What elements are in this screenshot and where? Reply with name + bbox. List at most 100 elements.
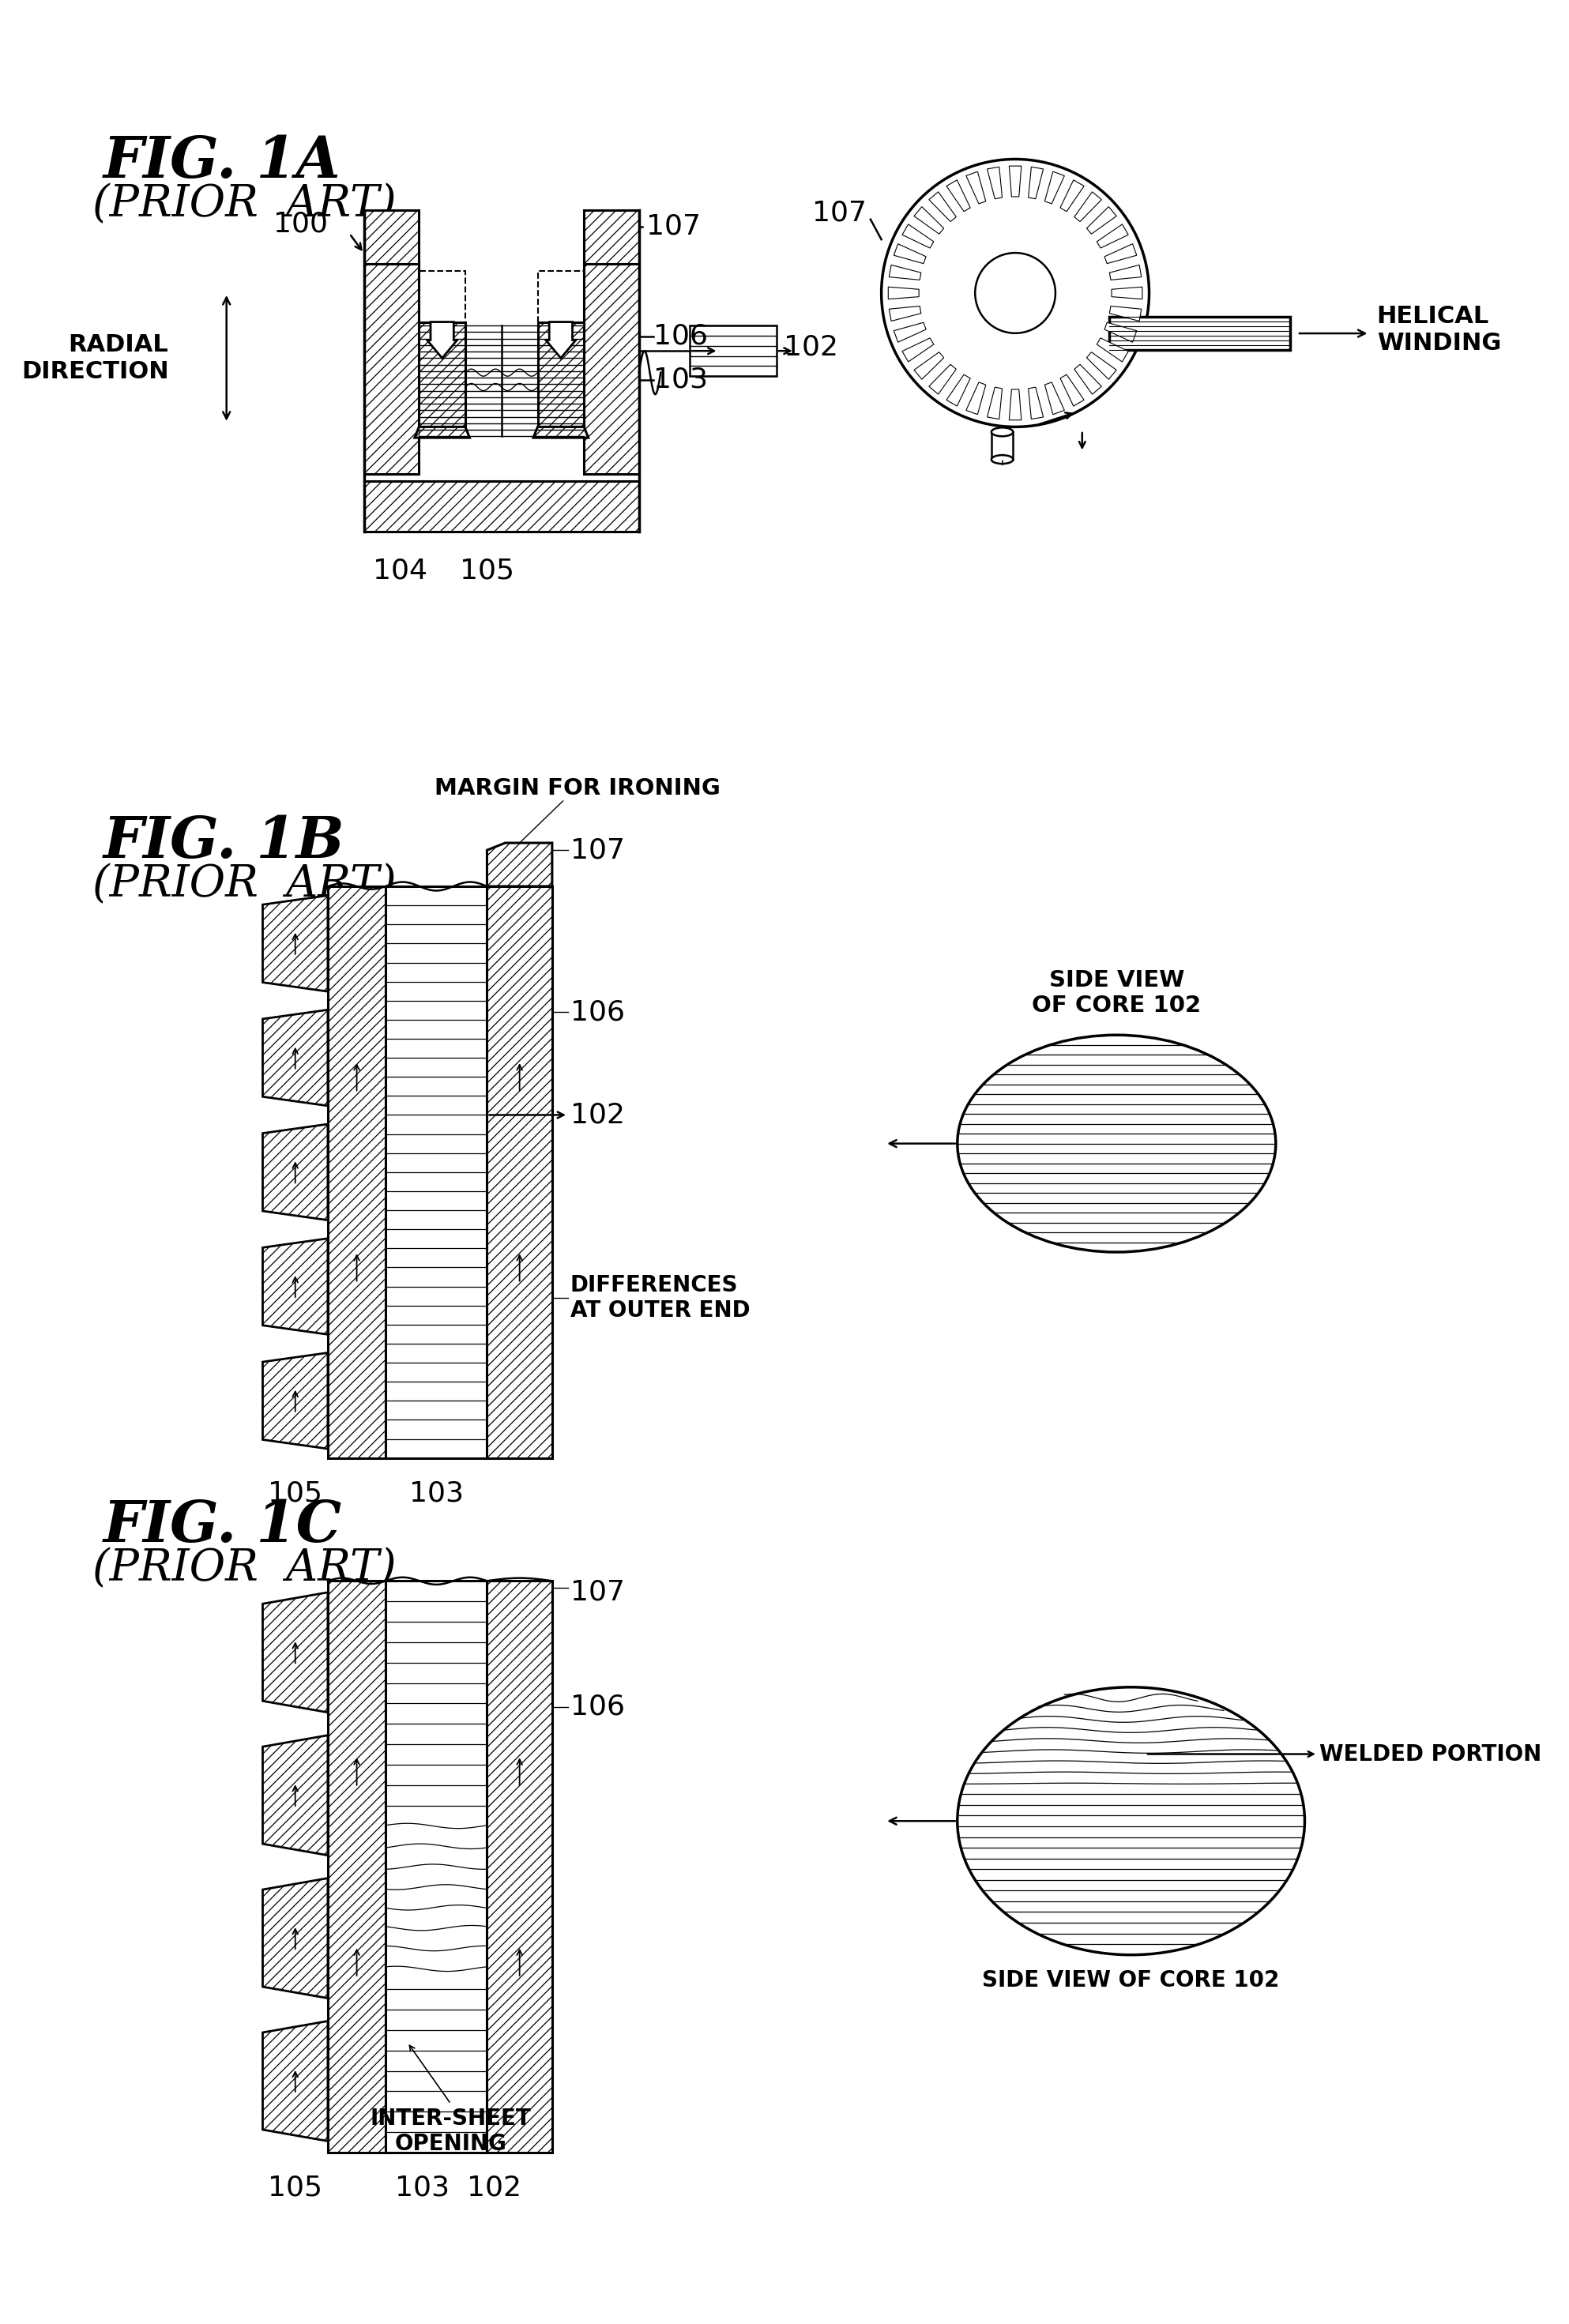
Text: 107: 107 [813,200,868,225]
Bar [1109,316,1290,349]
Polygon shape [890,265,921,279]
Text: 106: 106 [653,323,708,351]
Text: FIG. 1B: FIG. 1B [104,813,345,869]
Ellipse shape [992,456,1014,465]
Polygon shape [486,844,552,885]
Polygon shape [902,223,934,249]
Text: (PRIOR  ART): (PRIOR ART) [93,184,397,225]
Bar [584,209,639,265]
Polygon shape [533,428,588,437]
Polygon shape [929,365,956,395]
Polygon shape [915,207,945,235]
Text: 107: 107 [570,837,624,865]
Polygon shape [262,1125,328,1220]
Polygon shape [1028,167,1043,200]
Polygon shape [946,374,970,407]
Polygon shape [1045,172,1064,205]
Text: FIG. 1A: FIG. 1A [104,135,340,191]
Bar [328,1580,386,2152]
Ellipse shape [992,428,1014,437]
Polygon shape [1111,286,1142,300]
Ellipse shape [957,1687,1305,1954]
Polygon shape [1028,388,1043,418]
Text: 104: 104 [373,558,427,583]
Polygon shape [902,337,934,363]
Bar [328,885,386,1457]
Text: DIFFERENCES
AT OUTER END: DIFFERENCES AT OUTER END [570,1274,750,1322]
Polygon shape [1075,193,1101,221]
Polygon shape [890,307,921,321]
Polygon shape [1097,223,1128,249]
Bar [690,325,777,376]
Bar [364,481,639,532]
Polygon shape [1045,381,1064,414]
Text: 102: 102 [783,335,838,360]
Bar [992,432,1014,460]
Polygon shape [967,381,985,414]
Polygon shape [987,167,1003,200]
Bar [584,265,639,474]
Polygon shape [262,1239,328,1334]
Ellipse shape [957,1034,1276,1253]
Polygon shape [1097,337,1128,363]
Polygon shape [1009,390,1021,421]
Polygon shape [262,2022,328,2140]
Polygon shape [427,323,457,358]
Polygon shape [1075,365,1101,395]
Polygon shape [967,172,985,205]
Polygon shape [262,1592,328,1713]
Polygon shape [894,323,926,342]
Text: 100: 100 [273,211,328,237]
Polygon shape [1109,307,1141,321]
Text: 105: 105 [460,558,515,583]
Polygon shape [262,1011,328,1106]
Bar [538,323,584,428]
Text: 103: 103 [410,1480,463,1506]
Polygon shape [1061,374,1084,407]
Text: 103: 103 [395,2175,449,2201]
Text: 107: 107 [646,214,701,239]
Polygon shape [946,179,970,211]
Polygon shape [894,244,926,263]
Text: SIDE VIEW
OF CORE 102: SIDE VIEW OF CORE 102 [1032,969,1202,1018]
Polygon shape [888,286,919,300]
Polygon shape [1109,265,1141,279]
Text: SIDE VIEW OF CORE 102: SIDE VIEW OF CORE 102 [982,1968,1280,1992]
Text: WELDED PORTION: WELDED PORTION [1320,1743,1541,1766]
Polygon shape [1087,207,1117,235]
Bar [419,323,466,428]
Text: 102: 102 [570,1102,624,1129]
Polygon shape [987,388,1003,418]
Polygon shape [262,1736,328,1855]
Polygon shape [1087,353,1117,379]
Text: 106: 106 [570,1694,624,1720]
Polygon shape [262,1353,328,1448]
Text: MARGIN FOR IRONING: MARGIN FOR IRONING [435,779,720,799]
Bar [386,1580,486,2152]
Text: 106: 106 [570,999,624,1025]
Text: (PRIOR  ART): (PRIOR ART) [93,862,397,906]
Polygon shape [546,323,576,358]
Text: RADIAL
DIRECTION: RADIAL DIRECTION [20,332,168,383]
Bar [486,885,552,1457]
Text: (PRIOR  ART): (PRIOR ART) [93,1548,397,1590]
Polygon shape [1105,244,1136,263]
Bar [364,265,419,474]
Polygon shape [1061,179,1084,211]
Polygon shape [414,428,469,437]
Polygon shape [929,193,956,221]
Polygon shape [1105,323,1136,342]
Bar [386,885,486,1457]
Text: 105: 105 [268,1480,323,1506]
Polygon shape [1009,165,1021,198]
Text: HELICAL
WINDING: HELICAL WINDING [1376,304,1502,356]
Text: 102: 102 [468,2175,521,2201]
Text: 107: 107 [570,1578,624,1606]
Text: FIG. 1C: FIG. 1C [104,1497,342,1555]
Bar [364,209,419,265]
Polygon shape [262,1878,328,1999]
Polygon shape [915,353,945,379]
Text: INTER-SHEET
OPENING: INTER-SHEET OPENING [370,2108,532,2154]
Text: 103: 103 [653,367,708,393]
Text: 105: 105 [268,2175,323,2201]
